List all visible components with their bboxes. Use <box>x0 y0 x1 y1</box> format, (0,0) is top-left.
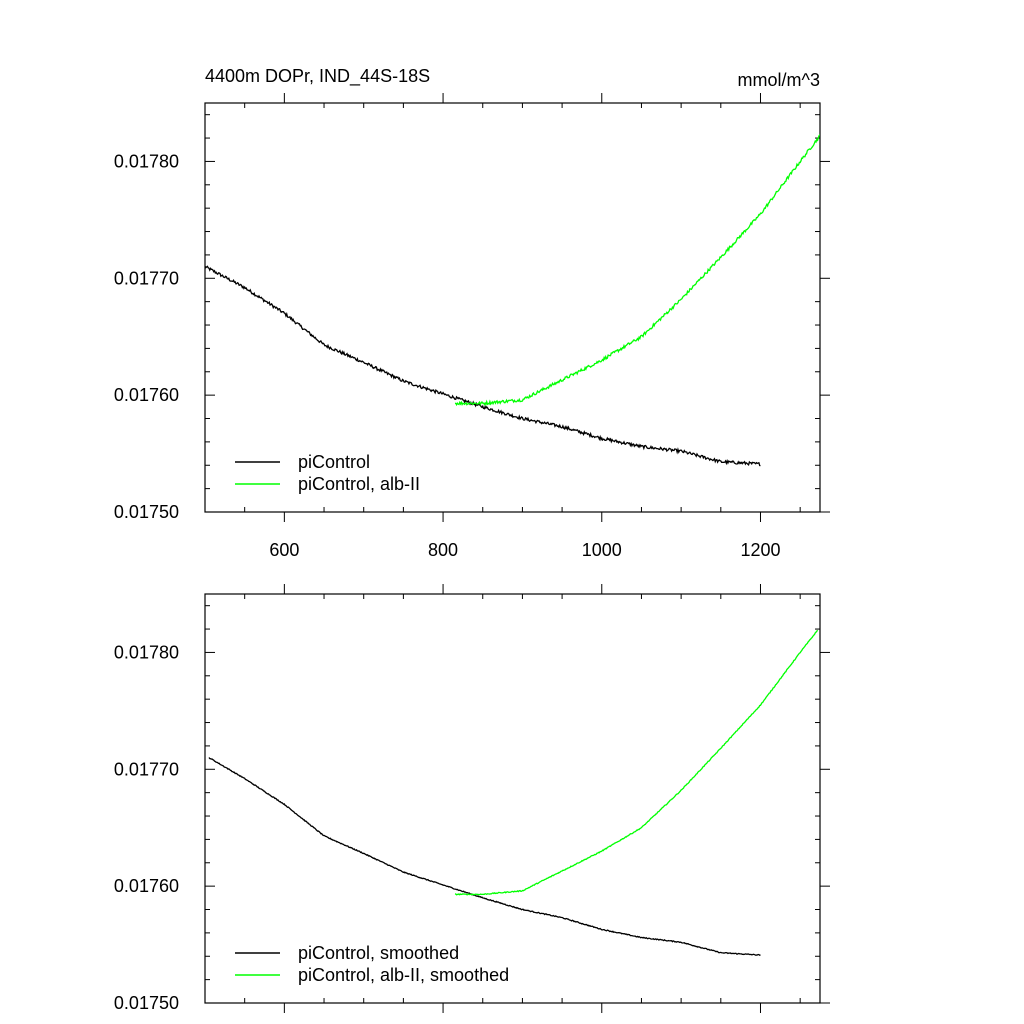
legend-entry: piControl, smoothed <box>298 943 459 963</box>
series-line-picontrol-smoothed <box>208 757 761 957</box>
series-line-picontrol-alb-ii <box>454 134 820 407</box>
y-tick-label: 0.01770 <box>114 759 179 779</box>
x-tick-label: 1000 <box>582 540 622 560</box>
legend-entry: piControl, alb-II, smoothed <box>298 965 509 985</box>
units-label: mmol/m^3 <box>738 70 820 90</box>
y-tick-label: 0.01750 <box>114 993 179 1013</box>
legend-entry: piControl, alb-II <box>298 474 420 494</box>
bottom-panel: 0.01750 0.01760 0.01770 0.01780 piControl, s… <box>114 584 830 1013</box>
top-panel: 600 800 1000 1200 0.01750 0.01760 0.01770 0.017… <box>114 93 830 560</box>
x-tick-label: 600 <box>269 540 299 560</box>
y-tick-label: 0.01780 <box>114 151 179 171</box>
x-tick-label: 800 <box>428 540 458 560</box>
series-line-picontrol <box>205 265 761 467</box>
y-tick-label: 0.01770 <box>114 268 179 288</box>
plot-frame <box>204 102 821 513</box>
legend-entry: piControl <box>298 452 370 472</box>
x-tick-label: 1200 <box>740 540 780 560</box>
plot-frame <box>204 593 821 1004</box>
y-tick-label: 0.01780 <box>114 642 179 662</box>
y-tick-label: 0.01760 <box>114 385 179 405</box>
y-tick-label: 0.01750 <box>114 502 179 522</box>
y-tick-label: 0.01760 <box>114 876 179 896</box>
plot-title: 4400m DOPr, IND_44S-18S <box>205 66 430 87</box>
series-line-picontrol-alb-ii-smoothed <box>454 629 819 896</box>
